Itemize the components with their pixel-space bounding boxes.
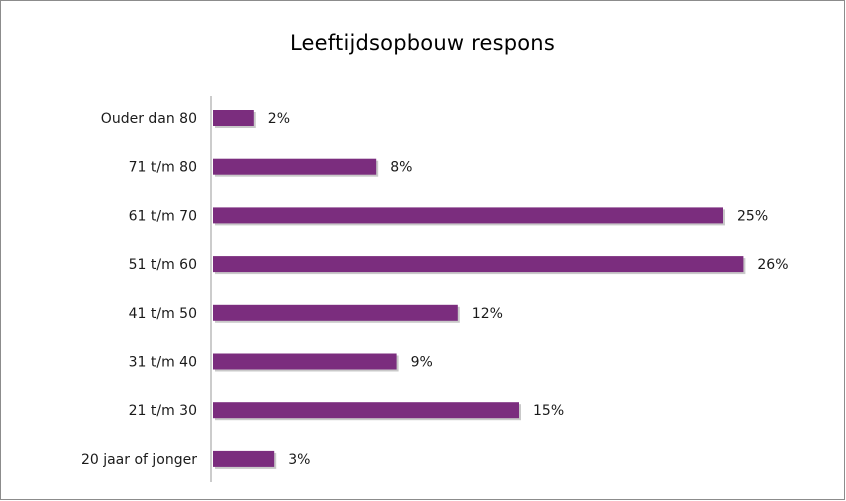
bar	[213, 450, 275, 467]
category-label: 71 t/m 80	[129, 160, 197, 176]
bar	[213, 304, 458, 321]
data-labels: 2% 8% 25% 26% 12% 9% 15% 3%	[268, 111, 789, 468]
bar	[213, 110, 254, 126]
bar	[213, 256, 744, 273]
data-label: 2%	[268, 111, 290, 127]
data-label: 3%	[288, 452, 310, 468]
data-label: 25%	[737, 208, 768, 224]
data-label: 9%	[411, 355, 433, 371]
bar	[213, 207, 723, 224]
category-label: 20 jaar of jonger	[81, 452, 197, 468]
data-label: 26%	[757, 257, 788, 273]
bars	[213, 110, 746, 469]
category-label: 21 t/m 30	[129, 403, 197, 419]
category-label: 41 t/m 50	[129, 306, 197, 322]
category-label: 31 t/m 40	[129, 355, 197, 371]
data-label: 8%	[390, 160, 412, 176]
chart-title: Leeftijdsopbouw respons	[290, 31, 555, 55]
category-labels: Ouder dan 80 71 t/m 80 61 t/m 70 51 t/m 60 4…	[81, 111, 197, 468]
bar	[213, 353, 397, 370]
bar	[213, 402, 519, 419]
data-label: 15%	[533, 403, 564, 419]
data-label: 12%	[472, 306, 503, 322]
category-label: Ouder dan 80	[101, 111, 197, 127]
category-label: 51 t/m 60	[129, 257, 197, 273]
category-label: 61 t/m 70	[129, 208, 197, 224]
bar	[213, 158, 377, 175]
